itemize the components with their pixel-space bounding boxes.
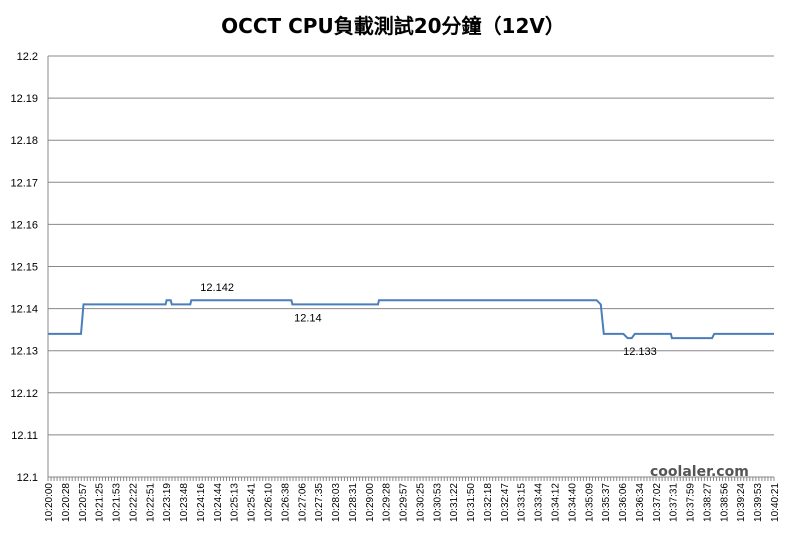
y-tick-label: 12.18 [10, 135, 38, 147]
data-labels: 12.142 12.14 12.133 [200, 282, 656, 358]
x-tick-label: 10:30:53 [432, 483, 443, 522]
x-tick-label: 10:35:37 [601, 483, 612, 522]
x-tick-label: 10:34:40 [567, 483, 578, 522]
x-tick-label: 10:20:00 [44, 483, 55, 522]
x-tick-label: 10:22:22 [128, 483, 139, 522]
x-tick-label: 10:37:31 [669, 483, 680, 522]
x-tick-label: 10:39:24 [736, 483, 747, 522]
y-tick-label: 12.15 [10, 262, 38, 274]
x-tick-label: 10:20:28 [61, 483, 72, 522]
watermark-text: coolaler.com [650, 464, 749, 480]
x-tick-label: 10:37:02 [652, 483, 663, 522]
x-tick-label: 10:32:18 [483, 483, 494, 522]
x-tick-label: 10:36:34 [635, 483, 646, 522]
x-tick-label: 10:28:03 [331, 483, 342, 522]
y-tick-label: 12.17 [10, 177, 38, 189]
x-tick-labels: 10:20:00 10:20:28 10:20:57 10:21:25 10:21:53… [44, 483, 781, 522]
y-tick-label: 12.16 [10, 219, 38, 231]
y-tick-label: 12.12 [10, 388, 38, 400]
x-tick-label: 10:29:28 [382, 483, 393, 522]
x-tick-label: 10:27:06 [297, 483, 308, 522]
x-tick-label: 10:31:50 [466, 483, 477, 522]
x-tick-label: 10:22:51 [145, 483, 156, 522]
x-tick-label: 10:25:41 [247, 483, 258, 522]
x-tick-label: 10:26:10 [263, 483, 274, 522]
x-tick-label: 10:29:57 [399, 483, 410, 522]
data-label: 12.142 [200, 282, 234, 294]
x-tick-label: 10:23:19 [162, 483, 173, 522]
x-tick-label: 10:20:57 [78, 483, 89, 522]
x-tick-label: 10:39:53 [753, 483, 764, 522]
x-tick-label: 10:28:31 [348, 483, 359, 522]
x-tick-label: 10:32:47 [500, 483, 511, 522]
watermark: coolaler.com [650, 464, 749, 480]
x-tick-label: 10:26:38 [280, 483, 291, 522]
gridlines [48, 55, 774, 478]
data-label: 12.133 [623, 346, 657, 358]
series-line [48, 299, 774, 340]
x-tick-label: 10:37:59 [686, 483, 697, 522]
x-tick-label: 10:33:44 [534, 483, 545, 522]
x-tick-label: 10:29:00 [365, 483, 376, 522]
x-tick-label: 10:33:15 [517, 483, 528, 522]
y-tick-label: 12.2 [17, 51, 38, 63]
x-tick-label: 10:38:27 [702, 483, 713, 522]
x-tick-label: 10:27:35 [314, 483, 325, 522]
y-tick-label: 12.1 [17, 472, 38, 484]
x-tick-label: 10:30:25 [415, 483, 426, 522]
x-tick-label: 10:21:25 [95, 483, 106, 522]
x-tick-label: 10:23:48 [179, 483, 190, 522]
chart-title: OCCT CPU負載測試20分鐘（12V） [221, 14, 565, 38]
x-tick-label: 10:31:22 [449, 483, 460, 522]
data-label: 12.14 [294, 312, 322, 324]
x-tick-label: 10:40:21 [770, 483, 781, 522]
x-tick-label: 10:24:44 [213, 483, 224, 522]
y-tick-label: 12.19 [10, 93, 38, 105]
x-tick-label: 10:38:56 [719, 483, 730, 522]
axes [47, 56, 775, 481]
y-tick-labels: 12.1 12.11 12.12 12.13 12.14 12.15 12.16 12.17 1… [10, 51, 38, 484]
x-tick-label: 10:34:12 [551, 483, 562, 522]
y-tick-label: 12.14 [10, 304, 38, 316]
x-tick-label: 10:35:09 [584, 483, 595, 522]
x-tick-label: 10:25:13 [230, 483, 241, 522]
y-tick-label: 12.11 [11, 430, 38, 442]
x-tick-label: 10:36:06 [618, 483, 629, 522]
x-tick-label: 10:24:16 [196, 483, 207, 522]
y-tick-label: 12.13 [10, 346, 38, 358]
x-tick-label: 10:21:53 [112, 483, 123, 522]
